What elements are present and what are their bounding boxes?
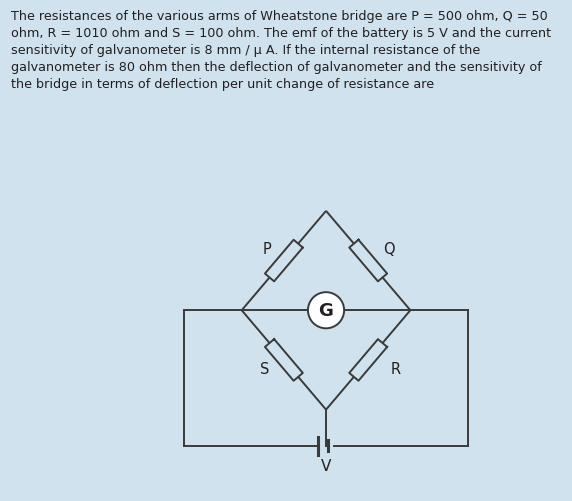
Text: V: V	[321, 458, 331, 473]
Text: P: P	[263, 241, 272, 257]
Circle shape	[308, 293, 344, 329]
Text: G: G	[319, 302, 333, 320]
Text: The resistances of the various arms of Wheatstone bridge are P = 500 ohm, Q = 50: The resistances of the various arms of W…	[11, 10, 551, 91]
Text: Q: Q	[383, 241, 395, 257]
Text: S: S	[260, 362, 269, 377]
Text: R: R	[390, 362, 400, 377]
